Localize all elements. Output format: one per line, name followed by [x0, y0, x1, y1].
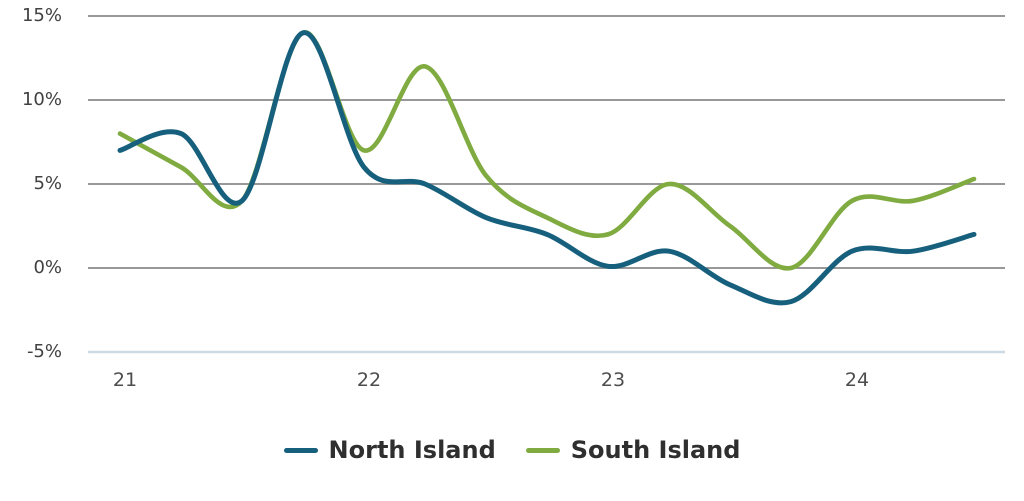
legend: North Island South Island	[0, 436, 1024, 464]
legend-label-north-island: North Island	[328, 436, 496, 464]
legend-item-north-island: North Island	[283, 436, 496, 464]
x-tick-label-21: 21	[112, 369, 138, 391]
x-tick-label-22: 22	[356, 369, 382, 391]
y-tick-label-0%: 0%	[33, 257, 62, 278]
legend-swatch-south-island	[525, 447, 560, 453]
y-tick-label-10%: 10%	[21, 89, 62, 110]
legend-swatch-north-island	[283, 447, 318, 453]
series-line-north-island	[117, 30, 977, 306]
y-tick-label-5%: 5%	[33, 173, 62, 194]
x-tick-label-23: 23	[600, 369, 626, 391]
x-tick-label-24: 24	[844, 369, 870, 391]
y-tick-label-15%: 15%	[21, 5, 62, 26]
legend-item-south-island: South Island	[525, 436, 741, 464]
y-tick-label--5%: -5%	[26, 341, 62, 362]
legend-label-south-island: South Island	[570, 436, 741, 464]
